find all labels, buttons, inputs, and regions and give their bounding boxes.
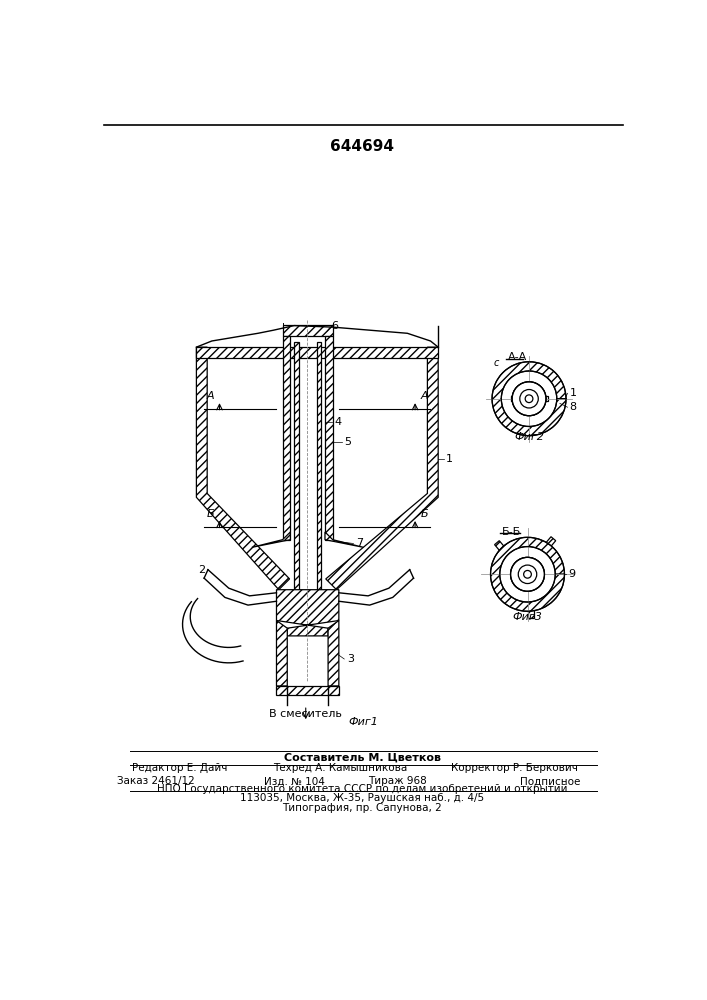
Polygon shape bbox=[276, 620, 287, 686]
Polygon shape bbox=[542, 396, 547, 401]
Circle shape bbox=[512, 382, 546, 416]
Polygon shape bbox=[495, 541, 506, 553]
Text: Заказ 2461/12: Заказ 2461/12 bbox=[117, 776, 194, 786]
Text: 644694: 644694 bbox=[330, 139, 394, 154]
Polygon shape bbox=[294, 342, 299, 609]
Text: Б: Б bbox=[206, 509, 214, 519]
Polygon shape bbox=[526, 409, 532, 414]
Polygon shape bbox=[252, 532, 291, 547]
Text: 2: 2 bbox=[198, 565, 205, 575]
Text: А: А bbox=[421, 391, 428, 401]
Polygon shape bbox=[492, 362, 566, 436]
Text: А-А: А-А bbox=[508, 352, 527, 362]
Text: Б-Б: Б-Б bbox=[502, 527, 521, 537]
Polygon shape bbox=[512, 382, 546, 416]
Polygon shape bbox=[527, 607, 534, 618]
Text: 6: 6 bbox=[332, 321, 339, 331]
Text: А: А bbox=[206, 391, 214, 401]
Text: Подписное: Подписное bbox=[520, 776, 580, 786]
Polygon shape bbox=[510, 557, 544, 591]
Circle shape bbox=[524, 570, 532, 578]
Polygon shape bbox=[510, 396, 517, 401]
Polygon shape bbox=[317, 342, 321, 609]
Polygon shape bbox=[325, 532, 363, 547]
Polygon shape bbox=[276, 590, 339, 636]
Text: 113035, Москва, Ж-35, Раушская наб., д. 4/5: 113035, Москва, Ж-35, Раушская наб., д. … bbox=[240, 793, 484, 803]
Text: Б: Б bbox=[421, 509, 428, 519]
Text: 1: 1 bbox=[446, 454, 453, 464]
Text: 7: 7 bbox=[356, 538, 363, 548]
Polygon shape bbox=[197, 347, 290, 590]
Text: Фиг2: Фиг2 bbox=[514, 432, 544, 442]
Text: с: с bbox=[494, 358, 499, 368]
Text: 9: 9 bbox=[568, 569, 575, 579]
Polygon shape bbox=[276, 686, 339, 695]
Circle shape bbox=[510, 557, 544, 591]
Text: Составитель М. Цветков: Составитель М. Цветков bbox=[284, 753, 441, 763]
Text: 3: 3 bbox=[347, 654, 354, 664]
Text: Фиг3: Фиг3 bbox=[513, 612, 542, 622]
Polygon shape bbox=[283, 325, 333, 336]
Text: Корректор Р. Беркович: Корректор Р. Беркович bbox=[451, 763, 578, 773]
Text: Типография, пр. Сапунова, 2: Типография, пр. Сапунова, 2 bbox=[283, 803, 442, 813]
Text: 1: 1 bbox=[569, 388, 576, 398]
Polygon shape bbox=[328, 620, 339, 686]
Text: 4: 4 bbox=[334, 417, 341, 427]
Text: Техред А. Камышникова: Техред А. Камышникова bbox=[274, 763, 408, 773]
Text: Фиг1: Фиг1 bbox=[349, 717, 378, 727]
Polygon shape bbox=[544, 537, 556, 549]
Polygon shape bbox=[491, 537, 564, 611]
Text: 8: 8 bbox=[569, 402, 576, 412]
Polygon shape bbox=[326, 347, 438, 590]
Text: 5: 5 bbox=[344, 437, 351, 447]
Text: Изд. № 104: Изд. № 104 bbox=[264, 776, 325, 786]
Polygon shape bbox=[283, 336, 291, 540]
Text: Тираж 968: Тираж 968 bbox=[368, 776, 427, 786]
Polygon shape bbox=[325, 336, 333, 540]
Text: В смеситель: В смеситель bbox=[269, 709, 342, 719]
Text: Редактор Е. Дайч: Редактор Е. Дайч bbox=[132, 763, 228, 773]
Circle shape bbox=[525, 395, 533, 403]
Text: НПО Государственного комитета СССР по делам изобретений и открытий: НПО Государственного комитета СССР по де… bbox=[157, 784, 568, 794]
Polygon shape bbox=[197, 347, 438, 358]
